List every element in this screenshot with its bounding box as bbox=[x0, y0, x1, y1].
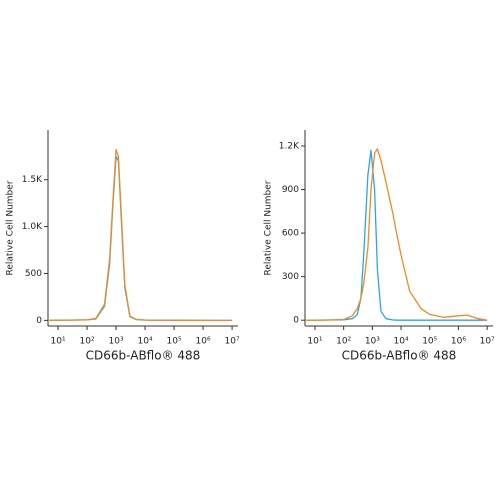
y-tick-label: 500 bbox=[25, 269, 42, 279]
y-tick-label: 300 bbox=[282, 272, 299, 282]
x-tick-label: 10⁶ bbox=[451, 337, 466, 347]
x-axis-label: CD66b-ABflo® 488 bbox=[86, 349, 201, 363]
y-tick-label: 1.2K bbox=[279, 141, 300, 151]
x-tick-label: 10⁶ bbox=[196, 337, 211, 347]
x-tick-label: 10² bbox=[80, 337, 95, 347]
histogram-line bbox=[306, 149, 488, 321]
y-tick-label: 900 bbox=[282, 185, 299, 195]
x-tick-label: 10¹ bbox=[51, 337, 66, 347]
x-tick-label: 10¹ bbox=[307, 337, 322, 347]
x-axis-label: CD66b-ABflo® 488 bbox=[342, 349, 457, 363]
x-tick-label: 10⁷ bbox=[225, 337, 240, 347]
x-tick-label: 10² bbox=[336, 337, 351, 347]
histogram-panel: 0 500 1.0K 1.5K 10¹ 10² 10³ 10⁴ 10⁵ 10⁶ 10⁷ CD66b-A… bbox=[6, 130, 240, 363]
x-tick-label: 10³ bbox=[109, 337, 124, 347]
y-tick-label: 0 bbox=[293, 316, 299, 326]
histogram-panel: 0 300 600 900 1.2K 10¹ 10² 10³ 10⁴ 10⁵ 10⁶ 10⁷ CD66b… bbox=[264, 130, 495, 363]
x-tick-label: 10⁴ bbox=[394, 337, 409, 347]
y-axis-label: Relative Cell Number bbox=[6, 180, 16, 275]
histogram-line bbox=[49, 155, 233, 322]
y-tick-label: 1.5K bbox=[22, 175, 43, 185]
x-tick-label: 10⁵ bbox=[422, 337, 437, 347]
x-tick-label: 10⁷ bbox=[480, 337, 495, 347]
y-axis-label: Relative Cell Number bbox=[264, 180, 274, 275]
histogram-line bbox=[306, 148, 488, 321]
y-tick-label: 1.0K bbox=[22, 222, 43, 232]
x-tick-label: 10⁵ bbox=[167, 337, 182, 347]
y-tick-label: 0 bbox=[36, 316, 42, 326]
x-tick-label: 10³ bbox=[365, 337, 380, 347]
x-tick-label: 10⁴ bbox=[138, 337, 153, 347]
histogram-line bbox=[49, 149, 233, 322]
y-tick-label: 600 bbox=[282, 229, 299, 239]
